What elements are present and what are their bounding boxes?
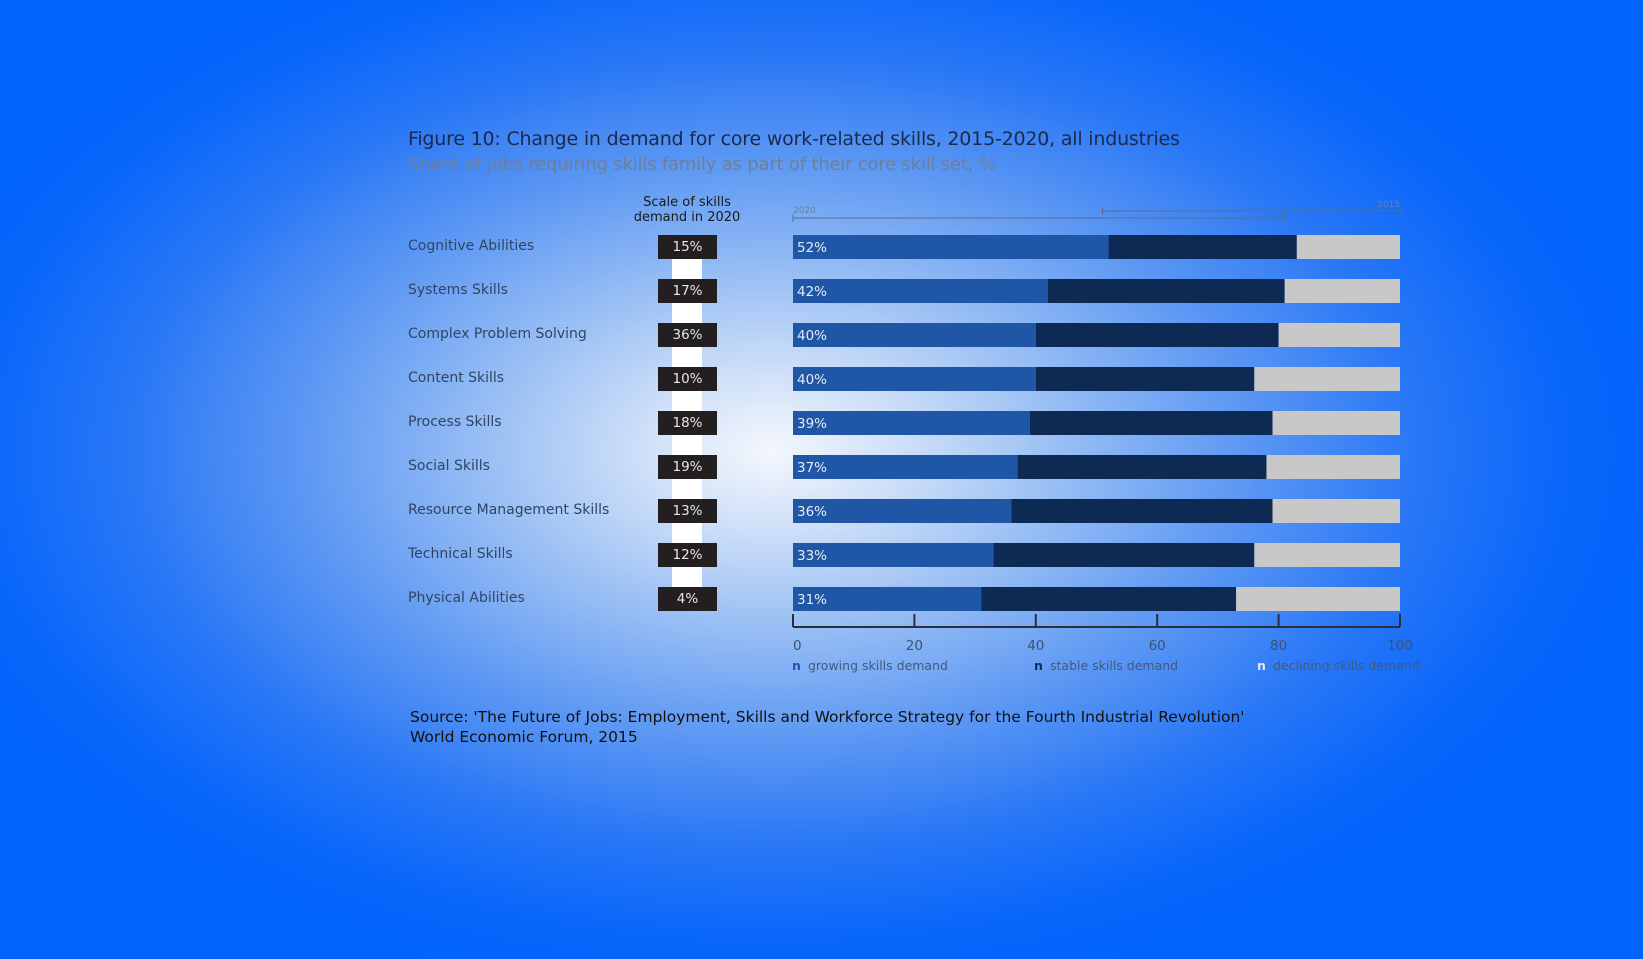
category-label: Systems Skills — [408, 282, 508, 298]
bracket-label-2015: 2015 — [1377, 200, 1400, 210]
category-label: Technical Skills — [408, 546, 513, 562]
legend-marker-stable: n — [1034, 658, 1043, 673]
x-tick-label: 0 — [793, 638, 802, 654]
chart-subtitle: Share of jobs requiring skills family as… — [408, 154, 996, 175]
bracket-label-2020: 2020 — [793, 206, 816, 216]
bar-segment-growing — [793, 411, 1030, 435]
scale-value-box: 19% — [658, 455, 717, 479]
bar-value-label: 40% — [797, 328, 827, 344]
x-tick-label: 20 — [906, 638, 923, 654]
bar-segment-growing — [793, 279, 1048, 303]
scale-value-box: 4% — [658, 587, 717, 611]
bar-segment-declining — [1236, 587, 1400, 611]
category-label: Content Skills — [408, 370, 505, 386]
bar-value-label: 39% — [797, 416, 827, 432]
bar-segment-stable — [1108, 235, 1297, 259]
bar-value-label: 36% — [797, 504, 827, 520]
bar-segment-growing — [793, 543, 994, 567]
bar-segment-declining — [1278, 323, 1400, 347]
bar-value-label: 31% — [797, 592, 827, 608]
source-line-1: Source: 'The Future of Jobs: Employment,… — [410, 708, 1245, 726]
category-label: Social Skills — [408, 458, 490, 474]
chart-title: Figure 10: Change in demand for core wor… — [408, 128, 1180, 150]
category-label: Complex Problem Solving — [408, 326, 587, 342]
bar-segment-declining — [1254, 367, 1400, 391]
bar-segment-stable — [1017, 455, 1267, 479]
scale-value-box: 13% — [658, 499, 717, 523]
bar-segment-stable — [1047, 279, 1285, 303]
category-label: Process Skills — [408, 414, 502, 430]
bar-segment-declining — [1254, 543, 1400, 567]
bar-value-label: 40% — [797, 372, 827, 388]
bar-segment-declining — [1284, 279, 1400, 303]
bar-value-label: 42% — [797, 284, 827, 300]
scale-value-box: 18% — [658, 411, 717, 435]
bar-segment-growing — [793, 455, 1018, 479]
x-tick-label: 40 — [1027, 638, 1044, 654]
source-note: Source: 'The Future of Jobs: Employment,… — [410, 707, 1245, 747]
legend-growing: n growing skills demand — [792, 658, 948, 673]
bar-value-label: 37% — [797, 460, 827, 476]
bar-segment-stable — [1011, 499, 1273, 523]
bar-value-label: 33% — [797, 548, 827, 564]
scale-value-box: 15% — [658, 235, 717, 259]
category-label: Cognitive Abilities — [408, 238, 535, 254]
source-line-2: World Economic Forum, 2015 — [410, 728, 638, 746]
bar-segment-declining — [1266, 455, 1400, 479]
bar-segment-declining — [1296, 235, 1400, 259]
legend-marker-declining: n — [1257, 658, 1266, 673]
bar-segment-stable — [981, 587, 1237, 611]
x-tick-label: 60 — [1149, 638, 1166, 654]
bar-segment-growing — [793, 235, 1109, 259]
bar-segment-declining — [1272, 499, 1400, 523]
bar-segment-growing — [793, 587, 982, 611]
legend-stable: n stable skills demand — [1034, 658, 1178, 673]
legend-label-declining: declining skills demand — [1273, 658, 1420, 673]
scale-header: Scale of skills demand in 2020 — [633, 195, 741, 225]
legend-label-growing: growing skills demand — [808, 658, 948, 673]
bar-segment-growing — [793, 499, 1012, 523]
category-label: Physical Abilities — [408, 590, 525, 606]
bar-segment-stable — [1035, 323, 1279, 347]
legend-label-stable: stable skills demand — [1050, 658, 1179, 673]
bar-segment-growing — [793, 323, 1036, 347]
bar-segment-stable — [993, 543, 1255, 567]
bar-segment-stable — [1035, 367, 1255, 391]
bar-segment-growing — [793, 367, 1036, 391]
x-tick-label: 80 — [1270, 638, 1287, 654]
bar-segment-stable — [1029, 411, 1273, 435]
scale-value-box: 36% — [658, 323, 717, 347]
scale-value-box: 12% — [658, 543, 717, 567]
scale-value-box: 17% — [658, 279, 717, 303]
bar-value-label: 52% — [797, 240, 827, 256]
bar-segment-declining — [1272, 411, 1400, 435]
legend-declining: n declining skills demand — [1257, 658, 1420, 673]
legend-marker-growing: n — [792, 658, 801, 673]
category-label: Resource Management Skills — [408, 502, 610, 518]
scale-value-box: 10% — [658, 367, 717, 391]
x-tick-label: 100 — [1387, 638, 1413, 654]
